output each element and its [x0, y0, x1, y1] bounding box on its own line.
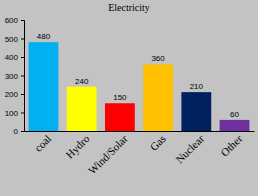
y-tick-mark	[21, 113, 24, 114]
bar	[67, 87, 97, 131]
data-label: 360	[151, 54, 165, 63]
bars	[29, 42, 250, 131]
data-labels: 480 240 150 360 210 60	[37, 32, 240, 119]
x-tick: Gas	[147, 132, 168, 153]
y-tick: 600	[5, 16, 24, 25]
y-tick: 500	[5, 35, 24, 44]
y-tick-label: 200	[5, 90, 19, 99]
y-tick-mark	[21, 39, 24, 40]
y-tick-label: 0	[14, 127, 19, 136]
title: Electricity	[108, 2, 150, 13]
x-axis: coal HydroWind/Solar GasNuclear Other	[25, 132, 255, 177]
x-tick: coal	[32, 132, 53, 153]
x-tick: Hydro	[63, 132, 92, 161]
x-tick-label: Hydro	[63, 132, 92, 161]
y-axis: 0 100 200 300 400 500 600	[5, 16, 25, 136]
x-tick-label: coal	[32, 132, 53, 153]
y-tick: 100	[5, 109, 24, 118]
x-tick-label: Wind/Solar	[86, 132, 130, 176]
y-tick: 200	[5, 90, 24, 99]
y-tick-label: 300	[5, 72, 19, 81]
data-label: 210	[190, 82, 204, 91]
y-tick-mark	[21, 76, 24, 77]
y-tick-label: 500	[5, 35, 19, 44]
x-axis-line	[25, 131, 255, 132]
x-tick: Other	[218, 132, 244, 158]
x-tick-label: Nuclear	[173, 132, 206, 165]
bar	[105, 103, 135, 131]
data-label: 240	[75, 77, 89, 86]
y-tick-label: 100	[5, 109, 19, 118]
background	[0, 0, 258, 196]
x-tick-label: Gas	[147, 132, 168, 153]
y-tick-mark	[21, 131, 24, 132]
y-tick: 0	[14, 127, 24, 136]
bar	[29, 42, 59, 131]
chart: Electricity 0 100 200 300 400 500 600 coal HydroW…	[0, 0, 258, 196]
x-tick: Nuclear	[173, 132, 206, 165]
y-tick: 400	[5, 53, 24, 62]
x-tick-label: Other	[218, 132, 244, 158]
y-tick-label: 600	[5, 16, 19, 25]
data-label: 150	[113, 93, 127, 102]
bar	[143, 64, 173, 131]
y-tick-mark	[21, 57, 24, 58]
bar	[220, 120, 250, 131]
y-axis-line	[21, 21, 25, 132]
y-tick: 300	[5, 72, 24, 81]
data-label: 480	[37, 32, 51, 41]
x-tick: Wind/Solar	[86, 132, 130, 176]
bar	[181, 92, 211, 131]
data-label: 60	[230, 110, 239, 119]
y-tick-mark	[21, 94, 24, 95]
y-tick-label: 400	[5, 53, 19, 62]
y-tick-mark	[21, 20, 24, 21]
